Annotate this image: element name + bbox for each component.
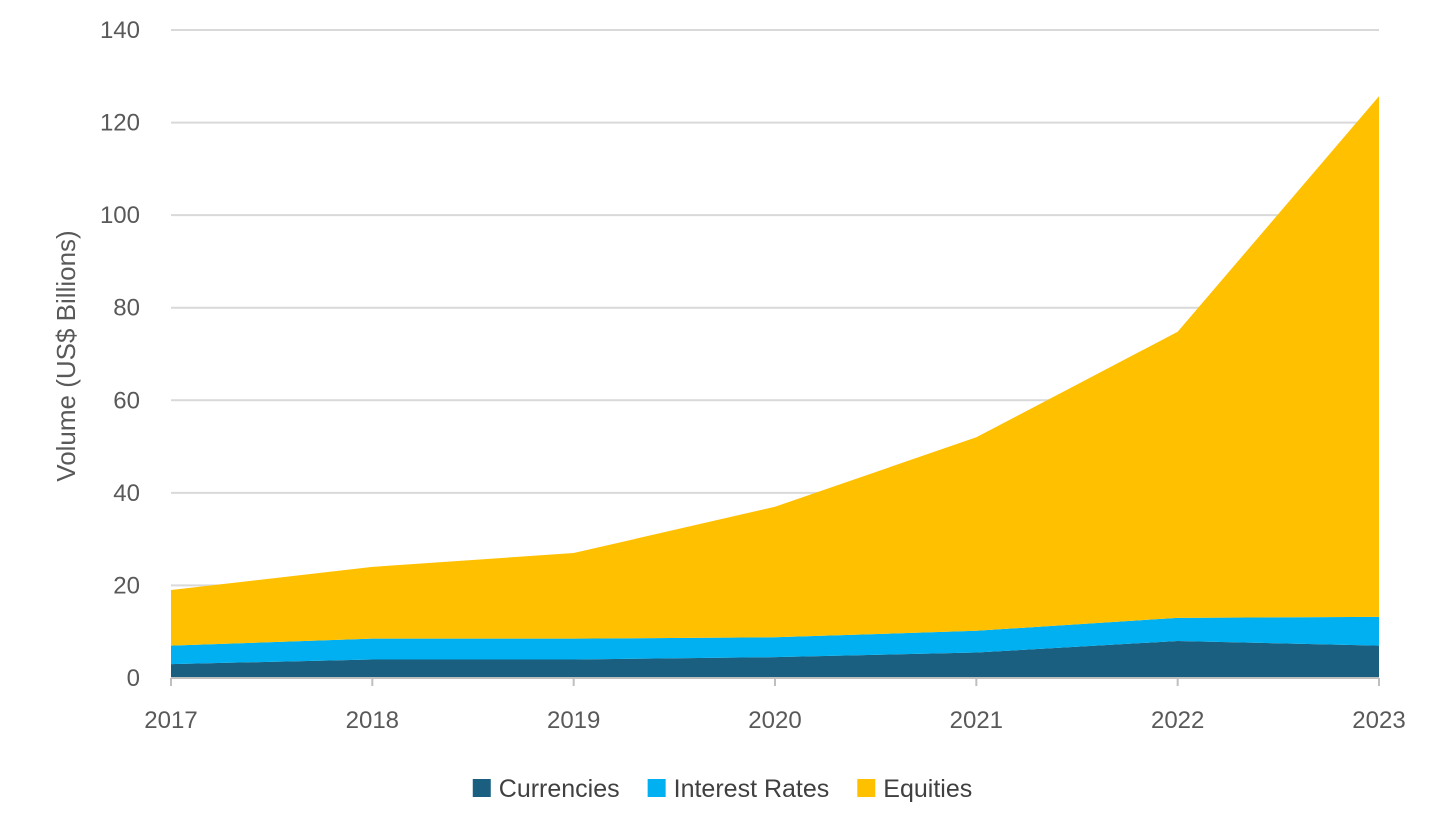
- legend-label: Interest Rates: [674, 775, 830, 803]
- x-tick-label: 2020: [748, 707, 801, 734]
- y-tick-label: 140: [100, 17, 140, 44]
- x-tick-label: 2023: [1352, 707, 1405, 734]
- y-tick-label: 0: [127, 665, 140, 692]
- axes: 0 20 40 60 80 100 120 140 2017 2018 2019 2020 2021 20…: [100, 17, 1406, 734]
- legend-item-interest-rates: Interest Rates: [647, 775, 830, 803]
- area-interest-rates: [171, 616, 1379, 665]
- legend-swatch: [647, 779, 666, 797]
- area-equities: [171, 96, 1379, 646]
- legend-label: Equities: [883, 775, 972, 803]
- x-tick-label: 2019: [547, 707, 600, 734]
- x-tick-label: 2018: [346, 707, 399, 734]
- legend-item-equities: Equities: [857, 775, 972, 803]
- y-tick-label: 60: [113, 387, 140, 414]
- y-tick-label: 40: [113, 480, 140, 507]
- legend-item-currencies: Currencies: [472, 775, 620, 803]
- legend: Currencies Interest Rates Equities: [472, 775, 972, 803]
- area-series: [171, 96, 1379, 678]
- y-tick-label: 100: [100, 202, 140, 229]
- gridlines: [171, 29, 1379, 587]
- area-currencies: [171, 640, 1379, 678]
- y-tick-label: 20: [113, 572, 140, 599]
- legend-swatch: [472, 779, 491, 797]
- y-tick-label: 80: [113, 295, 140, 322]
- x-tick-label: 2022: [1151, 707, 1204, 734]
- legend-swatch: [857, 779, 876, 797]
- y-axis-title: Volume (US$ Billions): [51, 230, 81, 481]
- legend-label: Currencies: [499, 775, 620, 803]
- y-tick-label: 120: [100, 110, 140, 137]
- x-tick-label: 2021: [950, 707, 1003, 734]
- x-tick-label: 2017: [144, 707, 197, 734]
